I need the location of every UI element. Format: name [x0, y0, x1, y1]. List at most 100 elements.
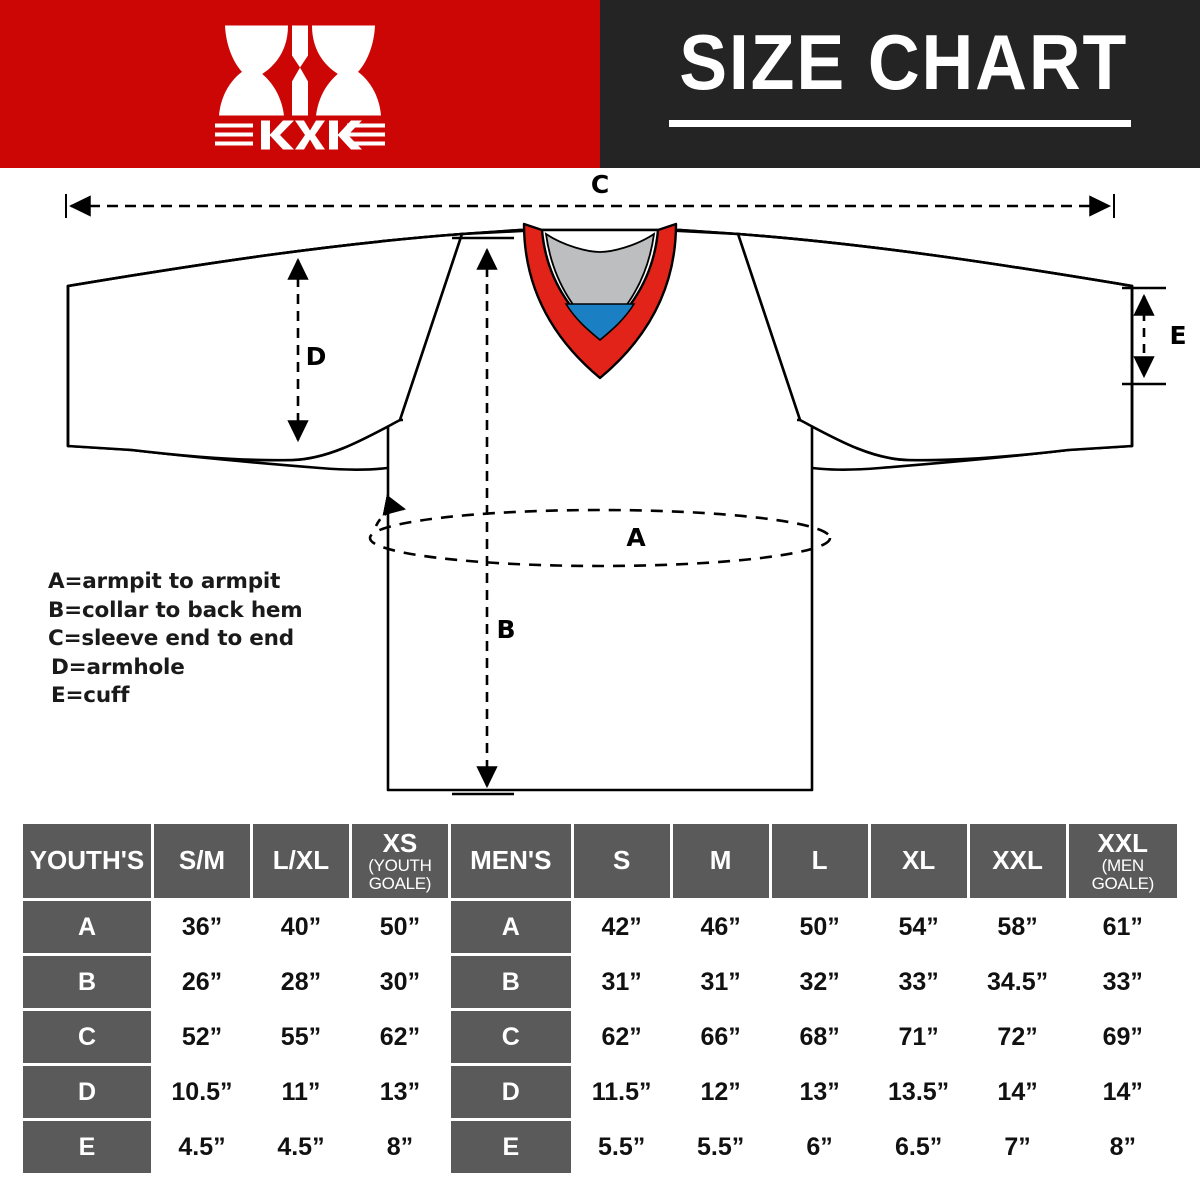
- cell-youth-D-0: 10.5”: [153, 1066, 250, 1118]
- legend-line-a: A=armpit to armpit: [48, 569, 281, 594]
- cell-youth-A-2: 50”: [351, 901, 448, 953]
- header-youth-sm-main: S/M: [178, 845, 226, 876]
- header-youth-sm: S/M: [153, 824, 250, 898]
- dimension-e-arrow: [1122, 286, 1166, 386]
- row-label-men-B: B: [450, 956, 571, 1008]
- cell-men-C-2: 68”: [771, 1011, 868, 1063]
- cell-men-C-4: 72”: [969, 1011, 1066, 1063]
- kxk-hourglass-logo-icon: [205, 12, 395, 157]
- header-men-xxl-main: XXL: [992, 845, 1043, 876]
- cell-men-D-4: 14”: [969, 1066, 1066, 1118]
- cell-youth-E-0: 4.5”: [153, 1121, 250, 1173]
- header-men-m-main: M: [709, 845, 732, 876]
- header-youths: YOUTH'S: [23, 824, 151, 898]
- jersey-torso: [386, 406, 814, 792]
- cell-men-B-4: 34.5”: [969, 956, 1066, 1008]
- cell-men-E-1: 5.5”: [672, 1121, 769, 1173]
- row-label-youth-D: D: [23, 1066, 151, 1118]
- size-chart-table: YOUTH'S S/M L/XL XS (YOUTH GOALE) MEN'S …: [20, 821, 1180, 1176]
- header-youth-xs-main: XS: [382, 828, 418, 859]
- legend-line-d: D=armhole: [51, 654, 185, 680]
- header-men-xl-main: XL: [901, 845, 936, 876]
- header-men-xl: XL: [870, 824, 967, 898]
- row-label-men-A: A: [450, 901, 571, 953]
- yoke-seam-mask: [403, 418, 797, 424]
- cell-youth-B-2: 30”: [351, 956, 448, 1008]
- header-men-l: L: [771, 824, 868, 898]
- cell-men-A-2: 50”: [771, 901, 868, 953]
- table-row: A 36” 40” 50” A 42” 46” 50” 54” 58” 61”: [23, 901, 1177, 953]
- dimension-label-e: E: [1169, 321, 1186, 350]
- dimension-label-c: C: [591, 170, 609, 199]
- collar-blue-accent: [564, 303, 636, 342]
- cell-men-E-4: 7”: [969, 1121, 1066, 1173]
- cell-men-E-5: 8”: [1068, 1121, 1177, 1173]
- brand-panel: [0, 0, 600, 168]
- cell-men-C-0: 62”: [573, 1011, 670, 1063]
- header-mens: MEN'S: [450, 824, 571, 898]
- header-men-xxl-goale-main: XXL: [1097, 828, 1149, 859]
- page-title: SIZE CHART: [679, 18, 1129, 106]
- header-men-l-main: L: [811, 845, 828, 876]
- cell-youth-D-1: 11”: [252, 1066, 349, 1118]
- row-label-men-C: C: [450, 1011, 571, 1063]
- cell-men-A-4: 58”: [969, 901, 1066, 953]
- header-men-s-main: S: [612, 845, 631, 876]
- cell-youth-C-1: 55”: [252, 1011, 349, 1063]
- table-header-row: YOUTH'S S/M L/XL XS (YOUTH GOALE) MEN'S …: [23, 824, 1177, 898]
- cell-men-D-0: 11.5”: [573, 1066, 670, 1118]
- header-men-xxl-goale: XXL (MEN GOALE): [1068, 824, 1177, 898]
- cell-youth-E-2: 8”: [351, 1121, 448, 1173]
- legend-line-e: E=cuff: [51, 683, 130, 709]
- cell-men-C-1: 66”: [672, 1011, 769, 1063]
- cell-youth-B-1: 28”: [252, 956, 349, 1008]
- cell-men-E-3: 6.5”: [870, 1121, 967, 1173]
- cell-men-B-2: 32”: [771, 956, 868, 1008]
- measurement-legend: A=armpit to armpit B=collar to back hem …: [48, 568, 303, 711]
- header-youth-lxl: L/XL: [252, 824, 349, 898]
- page-header: SIZE CHART: [0, 0, 1200, 168]
- header-mens-main: MEN'S: [470, 845, 552, 876]
- row-label-youth-C: C: [23, 1011, 151, 1063]
- cell-men-A-5: 61”: [1068, 901, 1177, 953]
- cell-men-A-0: 42”: [573, 901, 670, 953]
- row-label-men-D: D: [450, 1066, 571, 1118]
- row-label-youth-E: E: [23, 1121, 151, 1173]
- header-youth-lxl-main: L/XL: [272, 845, 330, 876]
- legend-line-b: B=collar to back hem: [48, 597, 303, 623]
- cell-men-C-5: 69”: [1068, 1011, 1177, 1063]
- table-row: D 10.5” 11” 13” D 11.5” 12” 13” 13.5” 14” 14”: [23, 1066, 1177, 1118]
- table-row: B 26” 28” 30” B 31” 31” 32” 33” 34.5” 33”: [23, 956, 1177, 1008]
- table-row: C 52” 55” 62” C 62” 66” 68” 71” 72” 69”: [23, 1011, 1177, 1063]
- header-men-s: S: [573, 824, 670, 898]
- cell-men-B-3: 33”: [870, 956, 967, 1008]
- header-youth-xs-sub: (YOUTH GOALE): [368, 856, 432, 893]
- cell-men-E-2: 6”: [771, 1121, 868, 1173]
- cell-men-C-3: 71”: [870, 1011, 967, 1063]
- title-underline-rule: [669, 120, 1131, 127]
- row-label-youth-B: B: [23, 956, 151, 1008]
- cell-youth-A-0: 36”: [153, 901, 250, 953]
- table-row: E 4.5” 4.5” 8” E 5.5” 5.5” 6” 6.5” 7” 8”: [23, 1121, 1177, 1173]
- cell-youth-C-2: 62”: [351, 1011, 448, 1063]
- header-men-m: M: [672, 824, 769, 898]
- cell-men-D-3: 13.5”: [870, 1066, 967, 1118]
- header-youth-xs-goale: XS (YOUTH GOALE): [351, 824, 448, 898]
- cell-youth-C-0: 52”: [153, 1011, 250, 1063]
- dimension-b-arrow: [452, 236, 514, 796]
- row-label-youth-A: A: [23, 901, 151, 953]
- size-table-wrapper: YOUTH'S S/M L/XL XS (YOUTH GOALE) MEN'S …: [20, 821, 1180, 1176]
- legend-line-c: C=sleeve end to end: [48, 626, 294, 652]
- cell-men-D-5: 14”: [1068, 1066, 1177, 1118]
- dimension-label-b: B: [496, 615, 515, 644]
- cell-men-B-5: 33”: [1068, 956, 1177, 1008]
- cell-men-B-1: 31”: [672, 956, 769, 1008]
- cell-men-B-0: 31”: [573, 956, 670, 1008]
- jersey-diagram: C D B: [0, 168, 1200, 818]
- dimension-a-ellipse: [368, 494, 832, 568]
- dimension-c-line: [65, 194, 1115, 218]
- dimension-label-d: D: [306, 342, 327, 371]
- cell-youth-D-2: 13”: [351, 1066, 448, 1118]
- dimension-label-a: A: [626, 523, 646, 552]
- cell-youth-B-0: 26”: [153, 956, 250, 1008]
